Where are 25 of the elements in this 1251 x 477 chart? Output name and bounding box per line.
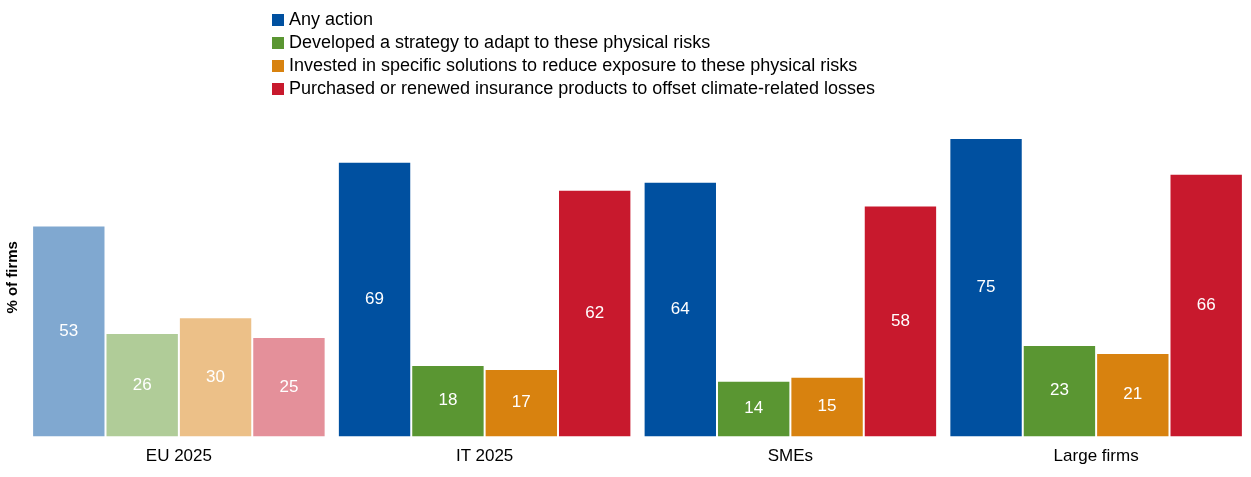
data-label: 26 bbox=[132, 374, 152, 394]
data-label: 25 bbox=[279, 376, 299, 396]
data-label: 30 bbox=[206, 366, 226, 386]
data-label: 58 bbox=[890, 310, 910, 330]
data-label: 53 bbox=[59, 320, 79, 340]
legend-label: Developed a strategy to adapt to these physical risks bbox=[289, 32, 711, 53]
data-label: 64 bbox=[670, 298, 690, 318]
x-tick-label: SMEs bbox=[767, 446, 814, 466]
data-label: 15 bbox=[817, 396, 837, 416]
legend-label: Any action bbox=[289, 9, 374, 30]
data-label: 18 bbox=[438, 390, 458, 410]
data-label: 62 bbox=[585, 302, 605, 322]
data-label: 23 bbox=[1049, 380, 1069, 400]
data-label: 69 bbox=[365, 288, 385, 308]
x-tick-label: EU 2025 bbox=[145, 446, 212, 466]
data-label: 21 bbox=[1123, 384, 1143, 404]
legend-label: Purchased or renewed insurance products to offset climate-related losses bbox=[289, 78, 875, 99]
x-tick-label: Large firms bbox=[1053, 446, 1139, 466]
data-label: 17 bbox=[511, 392, 531, 412]
y-axis-title: % of firms bbox=[3, 241, 21, 314]
x-tick-label: IT 2025 bbox=[455, 446, 514, 466]
legend-label: Invested in specific solutions to reduce exposure to these physical risks bbox=[289, 55, 858, 76]
data-label: 14 bbox=[744, 398, 764, 418]
data-label: 75 bbox=[976, 276, 996, 296]
data-label: 66 bbox=[1196, 294, 1216, 314]
